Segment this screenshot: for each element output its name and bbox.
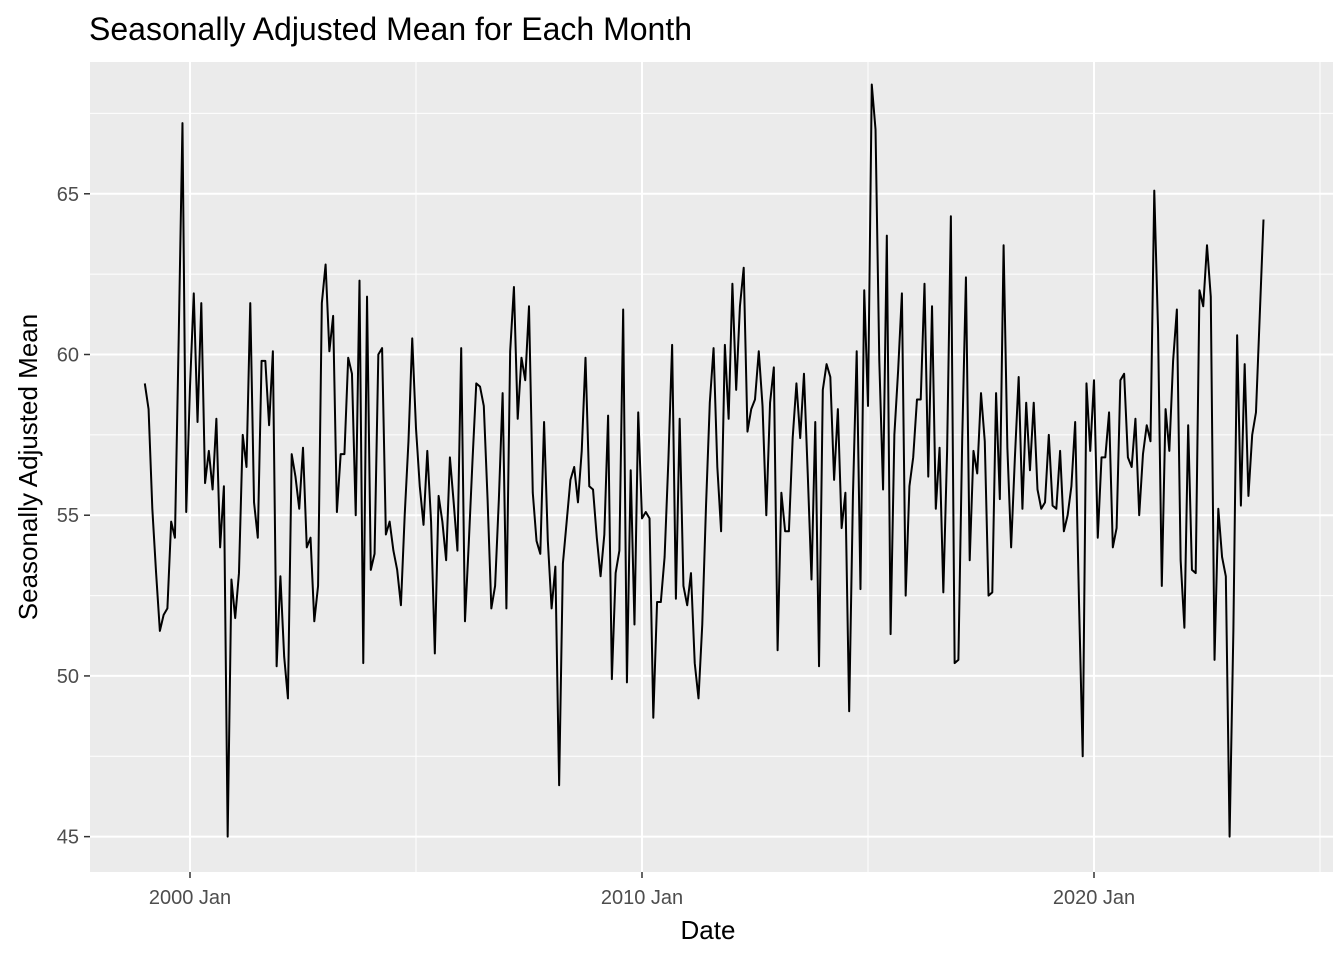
grid-minor (90, 62, 1333, 872)
y-tick-label: 60 (57, 345, 79, 367)
x-axis-title: Date (681, 915, 736, 945)
x-tick-label: 2000 Jan (149, 887, 231, 909)
plot-panel (90, 62, 1333, 872)
y-axis: 45 50 55 60 65 (57, 184, 90, 849)
y-tick-label: 65 (57, 184, 79, 206)
grid-major (90, 62, 1333, 872)
x-axis: 2000 Jan 2010 Jan 2020 Jan (149, 872, 1135, 909)
y-tick-label: 55 (57, 505, 79, 527)
x-tick-label: 2010 Jan (601, 887, 683, 909)
chart-title: Seasonally Adjusted Mean for Each Month (89, 11, 692, 47)
y-tick-label: 45 (57, 827, 79, 849)
y-tick-label: 50 (57, 666, 79, 688)
series-line (143, 83, 1265, 838)
y-axis-title: Seasonally Adjusted Mean (13, 314, 43, 620)
x-tick-label: 2020 Jan (1053, 887, 1135, 909)
